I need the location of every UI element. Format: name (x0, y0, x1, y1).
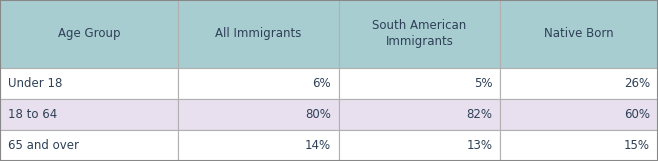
Bar (500, 130, 658, 161)
Bar (178, 68, 339, 99)
Bar (500, 0, 658, 68)
Text: 18 to 64: 18 to 64 (8, 108, 57, 121)
Bar (178, 99, 339, 130)
Text: 65 and over: 65 and over (8, 139, 79, 152)
Text: 60%: 60% (624, 108, 650, 121)
Text: 82%: 82% (466, 108, 492, 121)
Text: Age Group: Age Group (58, 27, 120, 40)
Text: All Immigrants: All Immigrants (215, 27, 301, 40)
Text: 26%: 26% (624, 77, 650, 90)
Bar (500, 68, 658, 99)
Bar (339, 0, 500, 68)
Bar (178, 0, 339, 68)
Bar (339, 68, 500, 99)
Bar (178, 130, 339, 161)
Text: Native Born: Native Born (544, 27, 614, 40)
Text: Under 18: Under 18 (8, 77, 63, 90)
Text: 15%: 15% (624, 139, 650, 152)
Bar (0, 0, 178, 68)
Bar (339, 99, 500, 130)
Bar (0, 99, 178, 130)
Bar (0, 68, 178, 99)
Bar (339, 130, 500, 161)
Text: South American
Immigrants: South American Immigrants (372, 19, 467, 48)
Text: 80%: 80% (305, 108, 331, 121)
Text: 14%: 14% (305, 139, 331, 152)
Bar (500, 99, 658, 130)
Text: 6%: 6% (313, 77, 331, 90)
Text: 13%: 13% (466, 139, 492, 152)
Bar (0, 130, 178, 161)
Text: 5%: 5% (474, 77, 492, 90)
